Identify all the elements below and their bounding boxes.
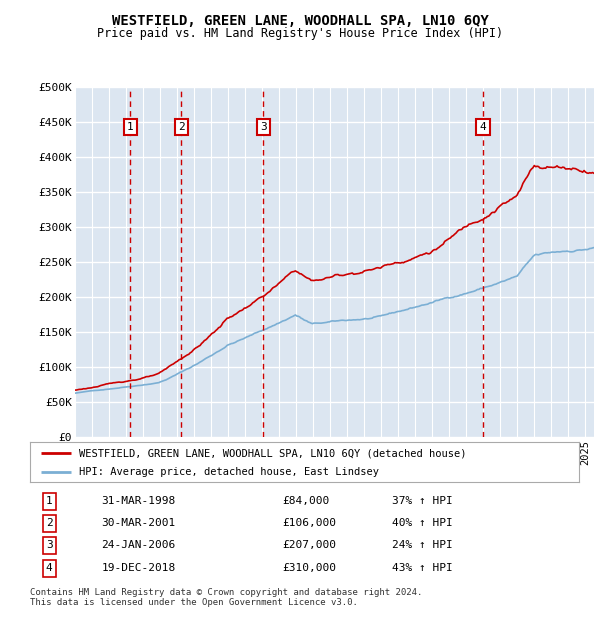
Text: 1: 1: [127, 122, 134, 132]
Text: WESTFIELD, GREEN LANE, WOODHALL SPA, LN10 6QY: WESTFIELD, GREEN LANE, WOODHALL SPA, LN1…: [112, 14, 488, 28]
Text: 24% ↑ HPI: 24% ↑ HPI: [392, 541, 453, 551]
Text: 40% ↑ HPI: 40% ↑ HPI: [392, 518, 453, 528]
Text: 2: 2: [46, 518, 53, 528]
Text: £207,000: £207,000: [283, 541, 337, 551]
Text: 4: 4: [46, 564, 53, 574]
Text: £84,000: £84,000: [283, 496, 330, 506]
Text: HPI: Average price, detached house, East Lindsey: HPI: Average price, detached house, East…: [79, 467, 379, 477]
Text: WESTFIELD, GREEN LANE, WOODHALL SPA, LN10 6QY (detached house): WESTFIELD, GREEN LANE, WOODHALL SPA, LN1…: [79, 448, 467, 458]
Text: Price paid vs. HM Land Registry's House Price Index (HPI): Price paid vs. HM Land Registry's House …: [97, 27, 503, 40]
Text: 4: 4: [479, 122, 486, 132]
Text: 2: 2: [178, 122, 185, 132]
Text: 30-MAR-2001: 30-MAR-2001: [101, 518, 176, 528]
Text: 37% ↑ HPI: 37% ↑ HPI: [392, 496, 453, 506]
Text: £310,000: £310,000: [283, 564, 337, 574]
Text: £106,000: £106,000: [283, 518, 337, 528]
Text: 3: 3: [46, 541, 53, 551]
Text: 31-MAR-1998: 31-MAR-1998: [101, 496, 176, 506]
Text: 24-JAN-2006: 24-JAN-2006: [101, 541, 176, 551]
Text: 43% ↑ HPI: 43% ↑ HPI: [392, 564, 453, 574]
Text: 19-DEC-2018: 19-DEC-2018: [101, 564, 176, 574]
Text: 1: 1: [46, 496, 53, 506]
Text: Contains HM Land Registry data © Crown copyright and database right 2024.
This d: Contains HM Land Registry data © Crown c…: [30, 588, 422, 607]
Text: 3: 3: [260, 122, 267, 132]
